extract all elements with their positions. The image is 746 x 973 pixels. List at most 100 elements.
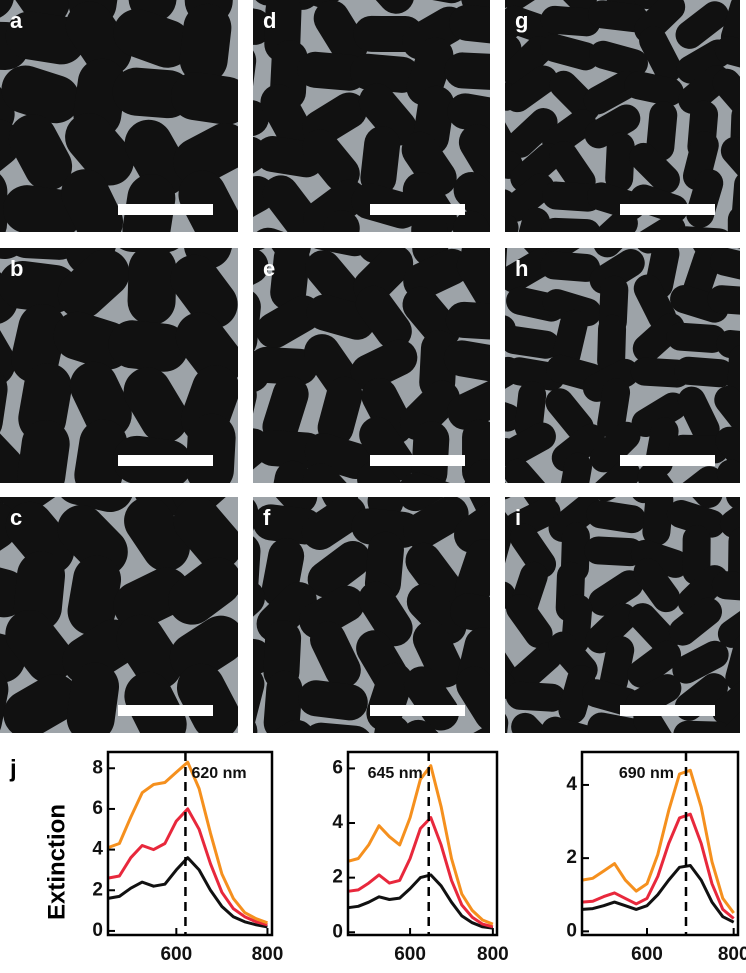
tem-content <box>505 248 740 483</box>
y-tick-label: 2 <box>332 867 343 888</box>
nanorod <box>505 173 555 222</box>
tem-content <box>0 248 238 483</box>
nanorod <box>61 169 124 232</box>
nanorod <box>0 561 28 618</box>
nanorod <box>350 53 420 93</box>
nanorod <box>716 459 740 483</box>
nanorod <box>403 497 469 549</box>
nanorod <box>307 541 371 598</box>
nanorod <box>453 171 490 232</box>
nanorod <box>510 642 563 692</box>
series-line <box>107 856 268 929</box>
series-line <box>581 768 735 914</box>
tem-image: b <box>0 248 238 483</box>
panel-label: a <box>10 8 23 33</box>
nanorod <box>727 205 740 232</box>
nanorod <box>584 104 641 149</box>
nanorod <box>509 523 557 579</box>
x-tick-label: 800 <box>477 944 509 965</box>
nanorod <box>542 181 603 212</box>
nanorod <box>302 463 362 483</box>
tem-content <box>505 497 740 733</box>
scale-bar <box>370 204 465 215</box>
nanorod <box>505 393 522 432</box>
y-tick-label: 8 <box>92 757 103 778</box>
scale-bar <box>620 705 715 716</box>
nanorod <box>637 463 685 483</box>
y-tick-label: 2 <box>566 847 577 868</box>
nanorod <box>368 715 411 733</box>
nanorod <box>505 422 556 466</box>
nanorod <box>351 508 422 548</box>
panel-label: d <box>263 8 276 33</box>
nanorod <box>546 0 597 15</box>
tem-content <box>253 0 490 232</box>
nanorod <box>128 0 178 23</box>
nanorod <box>406 583 467 645</box>
nanorod <box>558 665 596 724</box>
plot-frame <box>106 750 274 937</box>
tem-content <box>253 497 490 733</box>
series-line <box>581 864 735 924</box>
nanorod <box>18 363 72 443</box>
nanorod <box>412 620 464 688</box>
nanorod <box>11 303 67 384</box>
nanorod <box>541 716 600 733</box>
annotation: 645 nm <box>368 765 423 782</box>
nanorod <box>513 207 550 232</box>
panel-label: i <box>515 505 521 530</box>
nanorod <box>302 129 360 192</box>
tem-image: h <box>505 248 740 483</box>
nanorod <box>589 40 648 78</box>
nanorod <box>113 567 191 630</box>
nanorod <box>5 11 86 65</box>
nanorod <box>123 367 189 443</box>
series-line <box>581 812 735 920</box>
annotation: 690 nm <box>619 765 674 782</box>
panel-label: j <box>9 755 17 782</box>
nanorod <box>725 632 740 692</box>
tem-image: a <box>0 0 238 232</box>
plot-frame <box>580 750 740 937</box>
scale-bar <box>620 455 715 466</box>
nanorod <box>3 0 70 26</box>
panel-label: h <box>515 256 528 281</box>
nanorod <box>317 376 363 446</box>
nanorod <box>639 26 682 83</box>
series-line <box>347 764 494 926</box>
nanorod <box>183 248 238 269</box>
y-tick-label: 4 <box>566 774 577 795</box>
nanorod <box>350 339 418 391</box>
tem-content <box>253 248 490 483</box>
nanorod <box>5 501 75 575</box>
nanorod <box>631 392 687 438</box>
y-tick-label: 0 <box>92 920 103 941</box>
series-line <box>107 807 268 927</box>
scale-bar <box>118 204 213 215</box>
nanorod <box>720 136 740 189</box>
x-tick-label: 600 <box>631 944 663 965</box>
nanorod <box>589 421 641 473</box>
nanorod <box>173 122 238 186</box>
nanorod <box>505 146 523 179</box>
nanorod <box>633 705 678 733</box>
nanorod <box>253 176 276 229</box>
nanorod <box>184 0 235 25</box>
nanorod <box>672 640 729 684</box>
nanorod <box>505 326 560 359</box>
nanorod <box>124 497 190 572</box>
nanorod <box>510 143 563 193</box>
nanorod <box>169 615 238 682</box>
nanorod <box>457 459 490 483</box>
nanorod <box>262 376 309 445</box>
nanorod <box>253 666 265 733</box>
nanorod <box>361 377 414 445</box>
nanorod <box>297 51 368 91</box>
nanorod <box>258 497 318 514</box>
nanorod <box>113 8 192 68</box>
nanorod <box>5 609 74 684</box>
nanorod <box>298 680 368 721</box>
tem-image: g <box>505 0 740 232</box>
nanorod <box>456 666 490 732</box>
